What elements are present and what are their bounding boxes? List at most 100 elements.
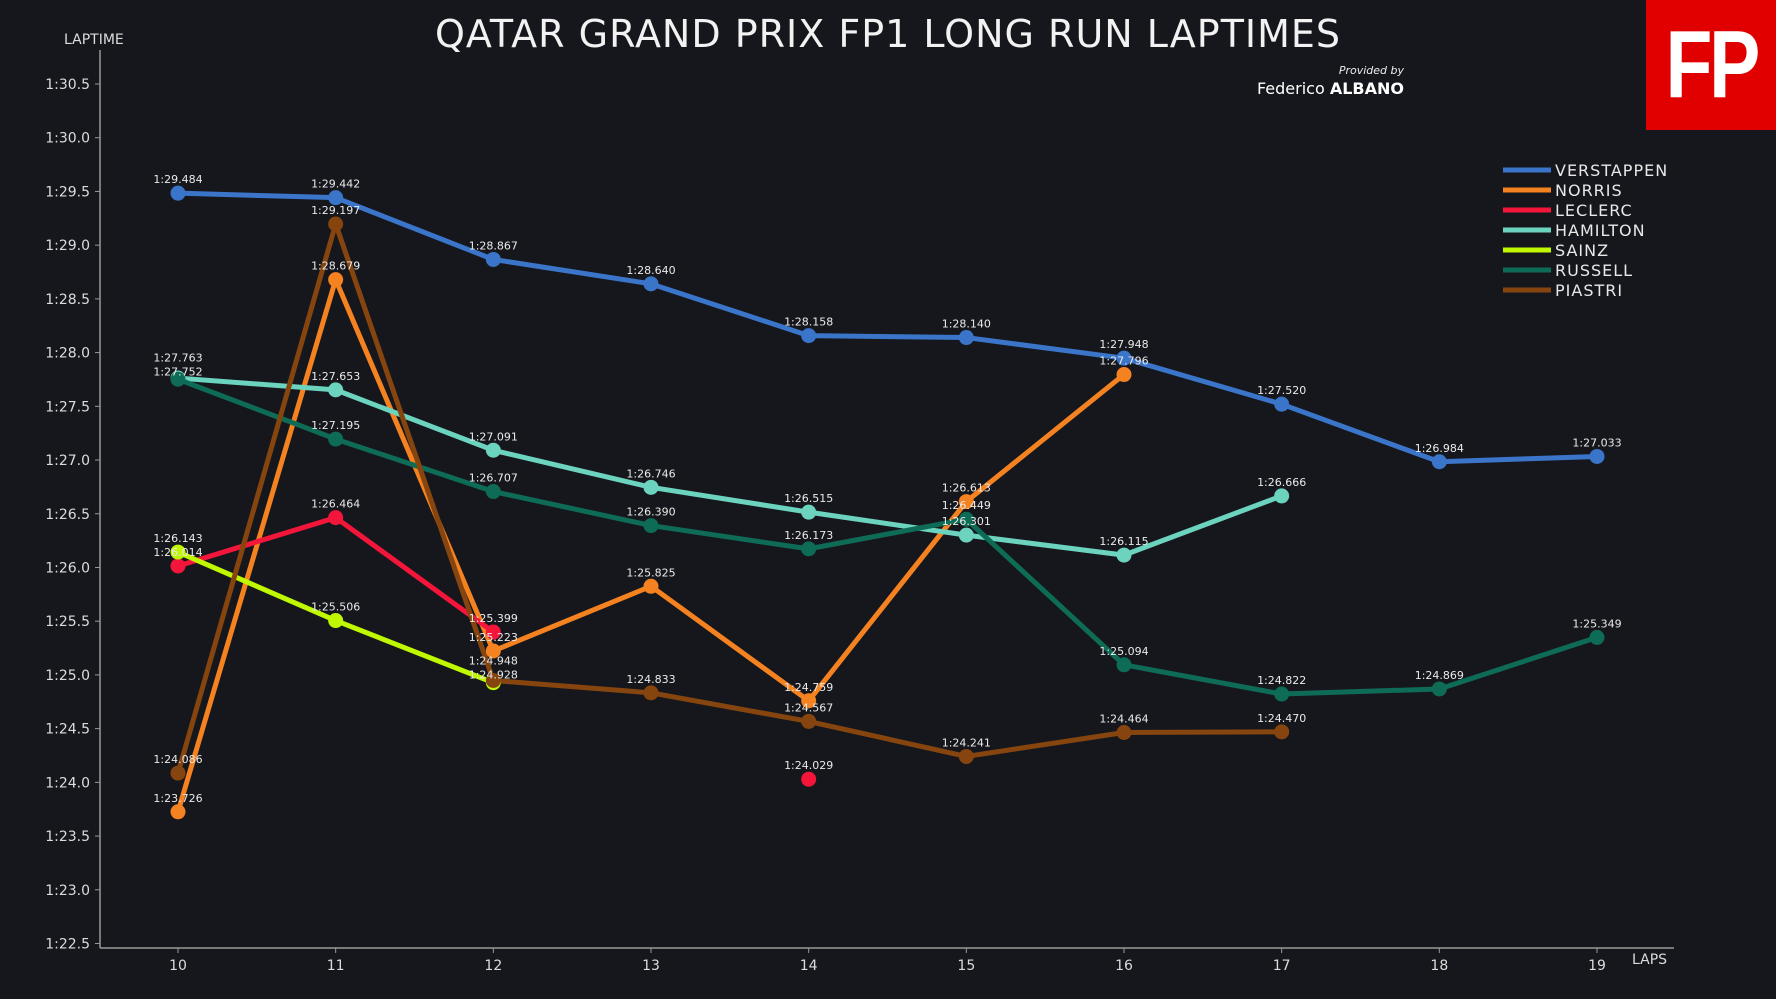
series-line-russell — [177, 376, 1598, 697]
data-point-piastri — [485, 672, 501, 688]
y-tick-label: 1:24.5 — [45, 722, 90, 738]
data-point-hamilton — [485, 442, 501, 458]
data-point-hamilton — [328, 382, 344, 398]
y-tick-label: 1:29.0 — [45, 238, 90, 254]
x-tick-label: 19 — [1588, 958, 1606, 974]
x-tick-label: 16 — [1115, 958, 1133, 974]
data-label: 1:26.746 — [626, 467, 675, 480]
data-label: 1:24.464 — [1099, 712, 1148, 725]
y-tick-label: 1:23.0 — [45, 883, 90, 899]
series-line-norris — [175, 277, 1126, 813]
logo-text: FP — [1665, 11, 1760, 118]
y-tick-label: 1:22.5 — [45, 937, 90, 953]
data-point-norris — [170, 804, 186, 820]
data-label: 1:29.197 — [311, 204, 360, 217]
series-line-verstappen — [177, 190, 1598, 465]
x-tick-label: 13 — [642, 958, 660, 974]
chart-title: QATAR GRAND PRIX FP1 LONG RUN LAPTIMES — [434, 12, 1342, 56]
data-point-leclerc — [801, 771, 817, 787]
data-point-verstappen — [1589, 448, 1605, 464]
data-label: 1:24.029 — [784, 759, 833, 772]
data-point-russell — [1116, 657, 1132, 673]
data-label: 1:26.984 — [1415, 442, 1464, 455]
data-label: 1:27.520 — [1257, 384, 1306, 397]
data-label: 1:25.349 — [1572, 617, 1621, 630]
data-label: 1:28.640 — [626, 264, 675, 277]
series-line-piastri — [175, 221, 1282, 774]
data-label: 1:28.158 — [784, 316, 833, 329]
x-tick-label: 15 — [957, 958, 975, 974]
data-point-piastri — [958, 748, 974, 764]
data-point-sainz — [170, 544, 186, 560]
credit-last-name: ALBANO — [1329, 79, 1404, 98]
x-tick-label: 12 — [484, 958, 502, 974]
legend-label-verstappen: VERSTAPPEN — [1555, 161, 1668, 180]
data-label: 1:27.752 — [153, 366, 202, 379]
data-point-norris — [958, 494, 974, 510]
legend-label-hamilton: HAMILTON — [1555, 221, 1646, 240]
data-label: 1:27.653 — [311, 370, 360, 383]
data-point-piastri — [1274, 724, 1290, 740]
y-tick-label: 1:28.5 — [45, 292, 90, 308]
y-tick-label: 1:26.5 — [45, 507, 90, 523]
x-tick-label: 14 — [800, 958, 818, 974]
data-point-leclerc — [170, 558, 186, 574]
data-point-russell — [643, 518, 659, 534]
x-axis-label: LAPS — [1632, 952, 1667, 968]
data-label: 1:29.442 — [311, 178, 360, 191]
data-label: 1:26.143 — [153, 532, 202, 545]
data-label: 1:28.679 — [311, 260, 360, 273]
data-point-norris — [328, 272, 344, 288]
y-axis-label: LAPTIME — [64, 32, 124, 48]
data-label: 1:27.033 — [1572, 436, 1621, 449]
data-point-piastri — [1116, 724, 1132, 740]
data-label: 1:26.464 — [311, 498, 360, 511]
data-label: 1:28.140 — [942, 318, 991, 331]
y-tick-label: 1:23.5 — [45, 829, 90, 845]
y-tick-label: 1:25.5 — [45, 614, 90, 630]
data-point-verstappen — [1431, 454, 1447, 470]
data-label: 1:24.948 — [469, 655, 518, 668]
data-label: 1:24.470 — [1257, 712, 1306, 725]
data-label: 1:27.796 — [1099, 355, 1148, 368]
data-point-verstappen — [485, 251, 501, 267]
data-label: 1:27.091 — [469, 430, 518, 443]
data-point-piastri — [643, 685, 659, 701]
data-label: 1:24.869 — [1415, 669, 1464, 682]
series-line-hamilton — [177, 375, 1283, 558]
data-point-sainz — [328, 613, 344, 629]
data-point-norris — [801, 693, 817, 709]
data-label: 1:24.759 — [784, 681, 833, 694]
data-point-verstappen — [643, 276, 659, 292]
data-point-norris — [485, 643, 501, 659]
y-tick-label: 1:26.0 — [45, 560, 90, 576]
data-point-norris — [643, 578, 659, 594]
data-label: 1:28.867 — [469, 239, 518, 252]
data-label: 1:25.399 — [469, 612, 518, 625]
data-label: 1:24.567 — [784, 701, 833, 714]
data-point-russell — [958, 511, 974, 527]
data-label: 1:26.515 — [784, 492, 833, 505]
data-label: 1:27.948 — [1099, 338, 1148, 351]
legend-label-sainz: SAINZ — [1555, 241, 1609, 260]
data-point-russell — [1589, 629, 1605, 645]
data-point-verstappen — [170, 185, 186, 201]
legend-label-piastri: PIASTRI — [1555, 281, 1623, 300]
data-label: 1:27.195 — [311, 419, 360, 432]
data-label: 1:26.390 — [626, 506, 675, 519]
data-point-hamilton — [643, 479, 659, 495]
data-point-russell — [801, 541, 817, 557]
y-tick-label: 1:25.0 — [45, 668, 90, 684]
data-label: 1:26.115 — [1099, 535, 1148, 548]
data-label: 1:24.086 — [153, 753, 202, 766]
fp-logo: FP — [1646, 0, 1776, 130]
data-label: 1:27.763 — [153, 352, 202, 365]
legend-label-norris: NORRIS — [1555, 181, 1623, 200]
data-label: 1:25.223 — [469, 631, 518, 644]
legend-label-leclerc: LECLERC — [1555, 201, 1633, 220]
data-point-verstappen — [958, 330, 974, 346]
x-tick-label: 10 — [169, 958, 187, 974]
y-tick-label: 1:28.0 — [45, 346, 90, 362]
data-label: 1:26.301 — [942, 515, 991, 528]
data-point-hamilton — [1274, 488, 1290, 504]
